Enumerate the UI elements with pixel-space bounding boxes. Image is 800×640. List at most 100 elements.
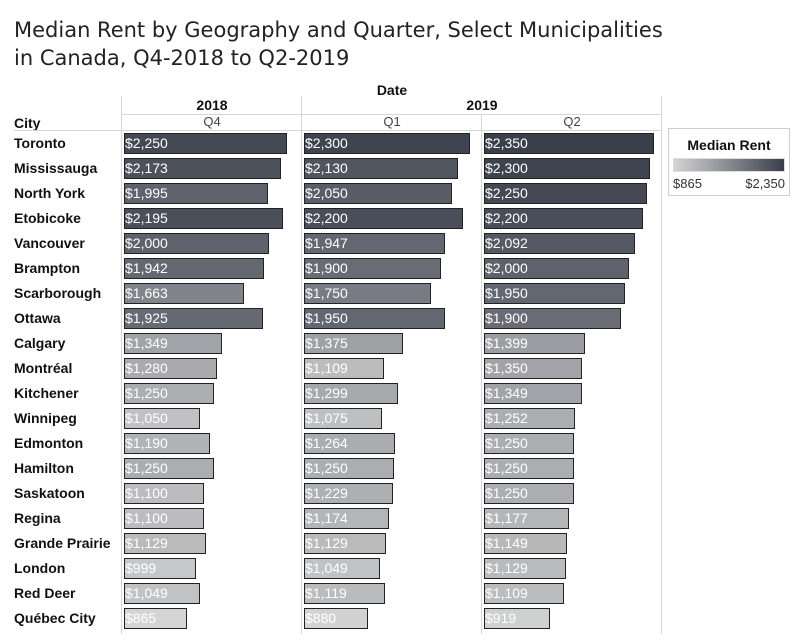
bar-saskatoon-q4[interactable]: [124, 483, 204, 504]
bar-edmonton-q1[interactable]: [304, 433, 395, 454]
bar-scarborough-q2[interactable]: [484, 283, 625, 304]
bar-label-saskatoon-q1: $1,229: [305, 485, 348, 501]
city-label-mississauga: Mississauga: [14, 160, 98, 176]
bar-saskatoon-q1[interactable]: [304, 483, 393, 504]
bar-regina-q2[interactable]: [484, 508, 569, 529]
bar-ottawa-q1[interactable]: [304, 308, 445, 329]
bar-montreal-q2[interactable]: [484, 358, 582, 379]
column-divider-left: [121, 96, 122, 634]
bar-label-mississauga-q2: $2,300: [485, 160, 528, 176]
bar-ottawa-q4[interactable]: [124, 308, 263, 329]
bar-label-red-deer-q2: $1,109: [485, 585, 528, 601]
bar-quebec-city-q1[interactable]: [304, 608, 368, 629]
bar-vancouver-q2[interactable]: [484, 233, 635, 254]
column-divider-year: [301, 96, 302, 634]
bar-north-york-q4[interactable]: [124, 183, 268, 204]
bar-label-hamilton-q4: $1,250: [125, 460, 168, 476]
bar-toronto-q4[interactable]: [124, 133, 287, 154]
bar-london-q2[interactable]: [484, 558, 566, 579]
bar-winnipeg-q1[interactable]: [304, 408, 382, 429]
bar-scarborough-q4[interactable]: [124, 283, 244, 304]
bar-london-q1[interactable]: [304, 558, 380, 579]
bar-label-regina-q1: $1,174: [305, 510, 348, 526]
bar-north-york-q1[interactable]: [304, 183, 452, 204]
bar-kitchener-q4[interactable]: [124, 383, 214, 404]
bar-label-scarborough-q4: $1,663: [125, 285, 168, 301]
bar-mississauga-q1[interactable]: [304, 158, 458, 179]
bar-label-toronto-q1: $2,300: [305, 135, 348, 151]
bar-london-q4[interactable]: [124, 558, 196, 579]
bar-montreal-q1[interactable]: [304, 358, 384, 379]
city-label-edmonton: Edmonton: [14, 435, 84, 451]
bar-hamilton-q1[interactable]: [304, 458, 394, 479]
bar-label-vancouver-q2: $2,092: [485, 235, 528, 251]
bar-kitchener-q2[interactable]: [484, 383, 582, 404]
bar-label-edmonton-q4: $1,190: [125, 435, 168, 451]
bar-grande-prairie-q4[interactable]: [124, 533, 206, 554]
bar-north-york-q2[interactable]: [484, 183, 647, 204]
bar-label-montreal-q1: $1,109: [305, 360, 348, 376]
city-label-saskatoon: Saskatoon: [14, 485, 85, 501]
row-header-city: City: [14, 115, 41, 131]
bar-label-montreal-q2: $1,350: [485, 360, 528, 376]
bar-regina-q4[interactable]: [124, 508, 204, 529]
bar-ottawa-q2[interactable]: [484, 308, 621, 329]
bar-quebec-city-q4[interactable]: [124, 608, 187, 629]
bar-label-quebec-city-q2: $919: [485, 610, 517, 626]
bar-saskatoon-q2[interactable]: [484, 483, 574, 504]
bar-regina-q1[interactable]: [304, 508, 389, 529]
bar-label-edmonton-q2: $1,250: [485, 435, 528, 451]
bar-label-scarborough-q2: $1,950: [485, 285, 528, 301]
bar-label-vancouver-q1: $1,947: [305, 235, 348, 251]
bar-calgary-q4[interactable]: [124, 333, 222, 354]
bar-label-grande-prairie-q2: $1,149: [485, 535, 528, 551]
bar-grande-prairie-q1[interactable]: [304, 533, 386, 554]
bar-vancouver-q4[interactable]: [124, 233, 269, 254]
bar-label-brampton-q2: $2,000: [485, 260, 528, 276]
bar-quebec-city-q2[interactable]: [484, 608, 550, 629]
bar-mississauga-q2[interactable]: [484, 158, 650, 179]
bar-label-grande-prairie-q4: $1,129: [125, 535, 168, 551]
bar-label-saskatoon-q4: $1,100: [125, 485, 168, 501]
bar-mississauga-q4[interactable]: [124, 158, 281, 179]
city-label-grande-prairie: Grande Prairie: [14, 535, 111, 551]
bar-label-regina-q4: $1,100: [125, 510, 168, 526]
bar-winnipeg-q4[interactable]: [124, 408, 200, 429]
bar-label-winnipeg-q2: $1,252: [485, 410, 528, 426]
bar-brampton-q2[interactable]: [484, 258, 629, 279]
city-label-brampton: Brampton: [14, 260, 81, 276]
bar-label-winnipeg-q1: $1,075: [305, 410, 348, 426]
bar-etobicoke-q4[interactable]: [124, 208, 283, 229]
bar-edmonton-q2[interactable]: [484, 433, 574, 454]
bar-red-deer-q4[interactable]: [124, 583, 200, 604]
bar-label-kitchener-q4: $1,250: [125, 385, 168, 401]
bar-montreal-q4[interactable]: [124, 358, 217, 379]
bar-scarborough-q1[interactable]: [304, 283, 431, 304]
bar-label-london-q2: $1,129: [485, 560, 528, 576]
bar-label-north-york-q2: $2,250: [485, 185, 528, 201]
bar-etobicoke-q1[interactable]: [304, 208, 463, 229]
bar-grande-prairie-q2[interactable]: [484, 533, 567, 554]
bar-brampton-q4[interactable]: [124, 258, 264, 279]
bar-vancouver-q1[interactable]: [304, 233, 445, 254]
bar-calgary-q1[interactable]: [304, 333, 403, 354]
bar-etobicoke-q2[interactable]: [484, 208, 643, 229]
bar-red-deer-q1[interactable]: [304, 583, 385, 604]
bar-hamilton-q4[interactable]: [124, 458, 214, 479]
bar-label-brampton-q4: $1,942: [125, 260, 168, 276]
color-legend: Median Rent $865 $2,350: [668, 128, 790, 196]
bar-label-etobicoke-q1: $2,200: [305, 210, 348, 226]
bar-brampton-q1[interactable]: [304, 258, 441, 279]
bar-calgary-q2[interactable]: [484, 333, 585, 354]
bar-toronto-q2[interactable]: [484, 133, 654, 154]
bar-label-scarborough-q1: $1,750: [305, 285, 348, 301]
bar-edmonton-q4[interactable]: [124, 433, 210, 454]
header-bottom-rule: [14, 130, 662, 131]
bar-red-deer-q2[interactable]: [484, 583, 564, 604]
quarter-header-q1: Q1: [383, 114, 401, 129]
bar-toronto-q1[interactable]: [304, 133, 470, 154]
bar-winnipeg-q2[interactable]: [484, 408, 575, 429]
city-label-winnipeg: Winnipeg: [14, 410, 77, 426]
bar-hamilton-q2[interactable]: [484, 458, 574, 479]
bar-kitchener-q1[interactable]: [304, 383, 398, 404]
